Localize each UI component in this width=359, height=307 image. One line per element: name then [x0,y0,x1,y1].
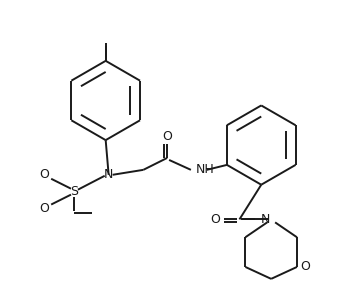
Text: N: N [104,168,113,181]
Text: O: O [300,260,310,274]
Text: N: N [260,213,270,226]
Text: O: O [39,202,49,215]
Text: S: S [70,185,78,198]
Text: O: O [39,168,49,181]
Text: O: O [211,213,221,226]
Text: NH: NH [196,163,215,176]
Text: O: O [162,130,172,143]
